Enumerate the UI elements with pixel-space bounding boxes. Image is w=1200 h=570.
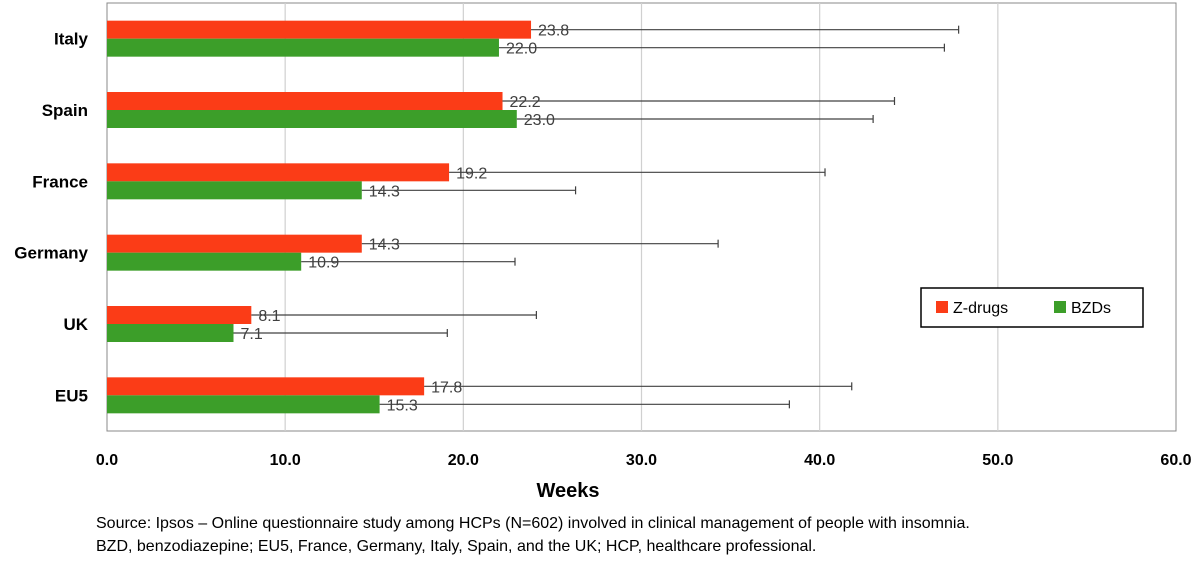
bar-z-drugs (107, 234, 362, 253)
bar-bzds (107, 110, 517, 128)
bars (107, 20, 532, 414)
category-label: Spain (42, 101, 88, 120)
legend-label: BZDs (1071, 300, 1111, 317)
category-label: Italy (54, 30, 89, 49)
bar-bzds (107, 38, 499, 57)
source-line-1: Source: Ipsos – Online questionnaire stu… (96, 515, 970, 532)
source-line-2: BZD, benzodiazepine; EU5, France, German… (96, 538, 817, 555)
legend-box (920, 287, 1144, 328)
x-tick-label: 0.0 (96, 452, 118, 469)
bar-bzds (107, 324, 234, 342)
data-labels: 23.822.0 22.223.0 19.2 14.3 14.3 10.9 8.17.1 17… (240, 23, 569, 415)
x-tick-label: 30.0 (626, 452, 657, 469)
data-label: 23.8 (538, 23, 569, 40)
x-tick-label: 60.0 (1160, 452, 1191, 469)
data-label: 19.2 (456, 165, 487, 182)
bar-z-drugs (107, 20, 532, 39)
category-label: EU5 (55, 386, 88, 405)
bar-z-drugs (107, 163, 450, 182)
data-label: 22.0 (506, 41, 537, 58)
category-label: UK (63, 315, 88, 334)
bar-bzds (107, 395, 380, 414)
x-tick-label: 40.0 (804, 452, 835, 469)
legend-swatch (936, 301, 948, 313)
data-label: 17.8 (431, 379, 462, 396)
data-label: 23.0 (524, 112, 555, 129)
x-axis-title: Weeks (536, 480, 599, 502)
legend: Z-drugs BZDs (920, 287, 1144, 328)
data-label: 22.2 (510, 94, 541, 111)
category-label: France (32, 172, 88, 191)
source-note: Source: Ipsos – Online questionnaire stu… (96, 512, 1196, 558)
bar-z-drugs (107, 377, 425, 396)
bar-z-drugs (107, 92, 503, 110)
legend-label: Z-drugs (953, 300, 1008, 317)
data-label: 15.3 (387, 397, 418, 414)
bar-bzds (107, 181, 362, 200)
category-label: Germany (14, 244, 88, 263)
x-tick-labels: 0.0 10.0 20.0 30.0 40.0 50.0 60.0 (96, 452, 1192, 469)
legend-swatch (1054, 301, 1066, 313)
data-label: 8.1 (258, 308, 280, 325)
gridlines (284, 3, 999, 431)
data-label: 14.3 (369, 237, 400, 254)
data-label: 7.1 (240, 326, 262, 343)
category-labels: Italy Spain France Germany UK EU5 (14, 30, 88, 406)
x-tick-label: 50.0 (982, 452, 1013, 469)
error-bars (233, 25, 960, 409)
bar-bzds (107, 252, 302, 271)
bar-z-drugs (107, 306, 252, 324)
data-label: 10.9 (308, 255, 339, 272)
data-label: 14.3 (369, 183, 400, 200)
bar-chart: 23.822.0 22.223.0 19.2 14.3 14.3 10.9 8.17.1 17… (14, 2, 1192, 502)
x-tick-label: 10.0 (270, 452, 301, 469)
x-tick-label: 20.0 (448, 452, 479, 469)
